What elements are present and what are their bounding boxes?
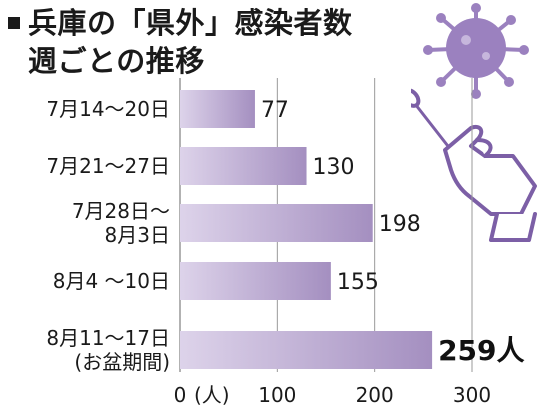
- tick-label-200: 200: [356, 383, 394, 407]
- virus-icon: [423, 3, 529, 99]
- category-label-0-0: 7月14～20日: [46, 97, 170, 121]
- title-bullet-square: [8, 17, 20, 29]
- category-label-3-0: 8月4 ～10日: [53, 269, 170, 293]
- category-label-1-0: 7月21～27日: [46, 154, 170, 178]
- bar-4: [180, 331, 433, 369]
- labels: 0 100 200 300 (人) 7月14～20日 77 7月21～27日 130 7月28日～…: [46, 97, 524, 407]
- axis-unit-label: (人): [194, 383, 230, 407]
- value-label-4: 259人: [438, 334, 524, 367]
- title-line-1: 兵庫の「県外」感染者数: [28, 6, 353, 40]
- tick-label-0: 0: [174, 383, 187, 407]
- value-label-0: 77: [261, 98, 289, 123]
- value-label-3: 155: [337, 270, 379, 295]
- category-label-2-0: 7月28日～: [72, 199, 170, 223]
- bar-2: [180, 204, 373, 242]
- chart-title: 兵庫の「県外」感染者数 週ごとの推移: [8, 4, 353, 80]
- category-label-4-1: (お盆期間): [74, 350, 170, 374]
- value-label-2: 198: [379, 212, 421, 237]
- bars: [180, 90, 433, 369]
- category-label-2-1: 8月3日: [105, 223, 170, 247]
- bar-1: [180, 147, 307, 185]
- tick-label-100: 100: [258, 383, 296, 407]
- illustration: [411, 3, 537, 242]
- value-label-1: 130: [313, 155, 355, 180]
- swab-hand-icon: [411, 88, 537, 242]
- bar-3: [180, 262, 331, 300]
- title-line-2: 週ごとの推移: [28, 44, 205, 78]
- category-label-4-0: 8月11～17日: [46, 326, 170, 350]
- bar-0: [180, 90, 255, 128]
- tick-label-300: 300: [453, 383, 491, 407]
